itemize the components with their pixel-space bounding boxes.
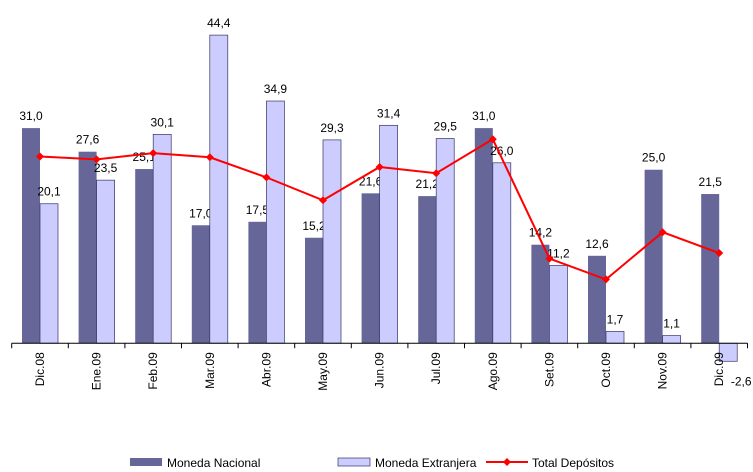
value-label: 34,9 bbox=[264, 82, 288, 96]
x-tick-label: Ene.09 bbox=[90, 352, 104, 390]
bar bbox=[39, 203, 59, 344]
bar bbox=[248, 221, 267, 344]
bar bbox=[701, 194, 720, 344]
value-label: 17,5 bbox=[246, 203, 270, 217]
bar bbox=[492, 162, 512, 344]
x-tick-label: May.09 bbox=[316, 352, 330, 391]
line-marker bbox=[658, 228, 667, 237]
bar bbox=[135, 169, 154, 344]
bar bbox=[96, 179, 115, 344]
bar bbox=[22, 128, 40, 344]
value-label: 1,1 bbox=[663, 317, 680, 331]
bar bbox=[379, 124, 398, 344]
line-marker bbox=[488, 135, 497, 144]
bar bbox=[588, 255, 606, 344]
line-marker bbox=[375, 162, 384, 171]
legend-swatch bbox=[337, 457, 371, 467]
line-marker bbox=[319, 196, 327, 205]
legend-marker bbox=[503, 458, 511, 466]
x-tick-label: Ago.09 bbox=[486, 352, 500, 390]
bar bbox=[435, 138, 455, 344]
x-tick-label: Jun.09 bbox=[373, 352, 387, 388]
value-label: 1,7 bbox=[607, 312, 624, 326]
line-marker bbox=[432, 169, 441, 178]
value-label: 31,4 bbox=[377, 106, 401, 120]
line-marker bbox=[602, 275, 610, 284]
bar bbox=[322, 139, 342, 344]
legend-label: Total Depósitos bbox=[532, 456, 614, 470]
x-tick-label: Oct.09 bbox=[599, 352, 613, 388]
legend-swatch bbox=[130, 458, 162, 466]
bar bbox=[78, 151, 97, 344]
value-label: 21,6 bbox=[359, 174, 383, 188]
x-tick-label: Jul.09 bbox=[429, 352, 443, 384]
value-label: 12,6 bbox=[585, 237, 609, 251]
value-label: 17,0 bbox=[189, 206, 213, 220]
x-tick-label: Nov.09 bbox=[656, 352, 670, 389]
value-label: 21,2 bbox=[416, 177, 440, 191]
x-tick-label: Mar.09 bbox=[203, 352, 217, 389]
value-label: 29,5 bbox=[434, 120, 458, 134]
x-tick-label: Feb.09 bbox=[146, 352, 160, 390]
line-marker bbox=[149, 149, 158, 158]
value-label: 29,3 bbox=[320, 121, 344, 135]
bar bbox=[644, 169, 663, 344]
value-label: 31,0 bbox=[472, 109, 496, 123]
value-label: 25,0 bbox=[642, 151, 666, 165]
bar bbox=[209, 34, 229, 344]
value-label: -2,6 bbox=[731, 374, 752, 388]
bar bbox=[152, 133, 172, 344]
x-tick-label: Dic.09 bbox=[712, 352, 726, 386]
value-label: 21,5 bbox=[699, 175, 723, 189]
value-label: 26,0 bbox=[490, 144, 514, 158]
bar bbox=[549, 265, 568, 344]
value-label: 14,2 bbox=[529, 226, 553, 240]
bar bbox=[474, 128, 493, 344]
bar bbox=[605, 331, 625, 344]
value-label: 11,2 bbox=[547, 247, 570, 261]
legend-label: Moneda Extranjera bbox=[375, 456, 477, 470]
x-tick-label: Dic.08 bbox=[33, 352, 47, 386]
x-tick-label: Set.09 bbox=[542, 352, 556, 387]
bar bbox=[266, 100, 285, 344]
bar bbox=[191, 225, 210, 344]
line-marker bbox=[545, 254, 554, 263]
line-marker bbox=[262, 173, 271, 182]
line-marker bbox=[92, 155, 101, 164]
legend-label: Moneda Nacional bbox=[167, 456, 260, 470]
value-label: 31,0 bbox=[19, 109, 43, 123]
bar bbox=[531, 244, 550, 344]
bar bbox=[418, 196, 437, 344]
bar bbox=[305, 237, 323, 344]
line-marker bbox=[36, 152, 44, 161]
value-label: 30,1 bbox=[151, 115, 175, 129]
value-label: 23,5 bbox=[94, 161, 118, 175]
value-label: 44,4 bbox=[207, 16, 231, 30]
line-marker bbox=[205, 153, 214, 162]
value-label: 15,2 bbox=[302, 219, 326, 233]
bar bbox=[662, 335, 681, 344]
line-marker bbox=[715, 249, 724, 258]
value-label: 27,6 bbox=[76, 133, 100, 147]
x-tick-label: Abr.09 bbox=[259, 352, 273, 387]
bar bbox=[361, 193, 380, 344]
value-label: 20,1 bbox=[37, 185, 61, 199]
